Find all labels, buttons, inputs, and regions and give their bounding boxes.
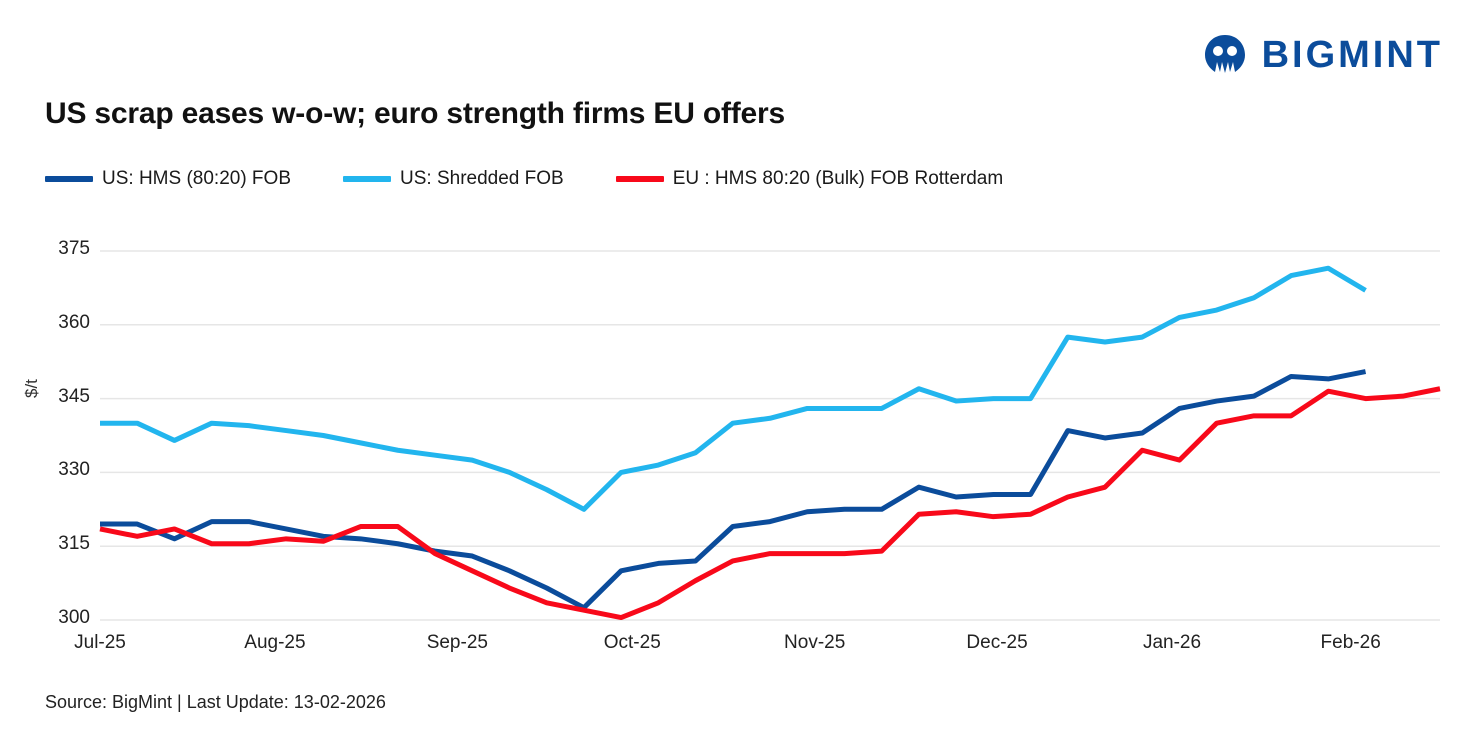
brand-logo: BIGMINT [1202, 32, 1443, 78]
y-tick-value: 330 [58, 459, 90, 481]
legend-item-us-hms[interactable]: US: HMS (80:20) FOB [45, 168, 291, 190]
y-tick-value: 345 [58, 385, 90, 407]
y-tick-value: 360 [58, 311, 90, 333]
y-tick-value: 375 [58, 238, 90, 259]
source-note: Source: BigMint | Last Update: 13-02-202… [45, 692, 386, 712]
legend-swatch-us-hms [45, 176, 93, 182]
legend-label-us-shredded: US: Shredded FOB [400, 168, 564, 189]
legend-swatch-eu-hms [615, 176, 664, 182]
x-tick-label: Jul-25 [74, 632, 126, 653]
y-tick-value: 315 [58, 533, 90, 555]
x-tick-label: Sep-25 [426, 632, 488, 653]
chart-legend: US: HMS (80:20) FOB US: Shredded FOB EU … [45, 168, 1055, 190]
y-tick-value: 300 [58, 607, 90, 628]
legend-item-eu-hms[interactable]: EU : HMS 80:20 (Bulk) FOB Rotterdam [615, 168, 1004, 190]
page-title: US scrap eases w-o-w; euro strength firm… [45, 97, 785, 130]
x-tick-label: Nov-25 [784, 632, 846, 653]
y-axis-title: $/t [22, 379, 41, 398]
x-tick-label: Jan-26 [1142, 632, 1202, 653]
bigmint-logo-icon [1202, 32, 1248, 78]
brand-wordmark: BIGMINT [1261, 33, 1443, 76]
x-tick-label: Dec-25 [966, 632, 1028, 653]
legend-label-eu-hms: EU : HMS 80:20 (Bulk) FOB Rotterdam [672, 168, 1004, 189]
series-line-2 [99, 386, 1441, 621]
legend-item-us-shredded[interactable]: US: Shredded FOB [343, 168, 564, 190]
x-tick-label: Feb-26 [1320, 632, 1381, 653]
series-line-1 [100, 265, 1367, 512]
legend-swatch-us-shredded [343, 176, 391, 182]
x-tick-label: Oct-25 [603, 632, 661, 653]
x-tick-label: Aug-25 [244, 632, 306, 653]
series-line-0 [100, 369, 1367, 611]
legend-label-us-hms: US: HMS (80:20) FOB [102, 168, 291, 189]
